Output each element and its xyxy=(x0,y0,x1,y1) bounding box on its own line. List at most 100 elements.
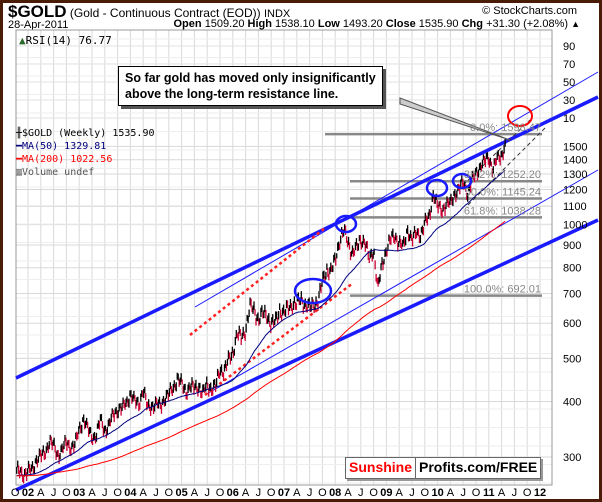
sunshine-profits-logo[interactable]: Sunshine Profits.com/FREE xyxy=(345,457,542,479)
chg-label: Chg xyxy=(461,18,483,30)
rsi-tick-label: 90 xyxy=(563,41,575,53)
rsi-label: RSI(14) 76.77 xyxy=(25,34,112,47)
legend-price: ╫$GOLD (Weekly) 1535.90 xyxy=(16,128,154,140)
x-tick-label: 02 xyxy=(22,487,34,499)
time-axis: O 02 A J O 03 A J O 04 A J O 05 A J O 06 A J O 07 A J O 08 A J O 09 A J… xyxy=(11,487,546,499)
y-tick-label: 700 xyxy=(563,288,581,300)
x-tick-label: O xyxy=(523,487,532,499)
legend-price-label: $GOLD (Weekly) 1535.90 xyxy=(22,128,155,139)
exchange: INDX xyxy=(263,8,291,20)
rsi-icon: ▲ xyxy=(19,34,26,47)
x-tick-label: A xyxy=(242,487,250,499)
y-tick-label: 1200 xyxy=(563,184,587,196)
plot-border xyxy=(15,29,553,486)
y-tick-label: 800 xyxy=(563,263,581,275)
y-tick-label: 1100 xyxy=(563,201,587,213)
x-tick-label: O xyxy=(165,487,174,499)
quote-date: 28-Apr-2011 xyxy=(8,19,69,31)
x-tick-label: 06 xyxy=(227,487,239,499)
lower-thin-trendline xyxy=(204,169,599,396)
x-tick-label: J xyxy=(256,487,262,499)
x-tick-label: A xyxy=(88,487,96,499)
x-tick-label: 03 xyxy=(73,487,85,499)
symbol: $GOLD xyxy=(8,2,67,21)
x-tick-label: O xyxy=(62,487,71,499)
x-tick-label: 04 xyxy=(124,487,137,499)
legend-volume: ▥Volume undef xyxy=(16,167,94,179)
y-tick-label: 1000 xyxy=(563,220,587,232)
blue-circle-2008-top xyxy=(334,214,358,234)
x-tick-label: 09 xyxy=(380,487,392,499)
callout-line-1: So far gold has moved only insignificant… xyxy=(125,71,376,85)
volume-icon: ▥ xyxy=(16,167,23,178)
x-tick-label: J xyxy=(358,487,364,499)
y-tick-label: 600 xyxy=(563,318,581,330)
y-tick-label: 300 xyxy=(563,452,581,464)
x-tick-label: 11 xyxy=(483,487,495,499)
copyright[interactable]: © StockCharts.com xyxy=(482,5,577,17)
line-swatch-icon: ━ xyxy=(16,141,23,152)
low-value: 1493.20 xyxy=(342,18,383,30)
price-axis: 300 400 500 600 700 800 900 1000 1100 1200 1300 140… xyxy=(563,141,587,464)
quote-summary: Open 1509.20 High 1538.10 Low 1493.20 Cl… xyxy=(174,18,581,30)
blue-circle-2010-top xyxy=(451,172,473,190)
logo-profits: Profits.com/FREE xyxy=(419,459,538,475)
annotation-callout: So far gold has moved only insignificant… xyxy=(118,66,383,106)
x-tick-label: 12 xyxy=(534,487,546,499)
x-tick-label: A xyxy=(191,487,199,499)
x-tick-label: A xyxy=(447,487,455,499)
x-tick-label: O xyxy=(369,487,378,499)
x-tick-label: O xyxy=(318,487,327,499)
red-circle-current xyxy=(507,105,533,127)
rsi-tick-label: 30 xyxy=(563,95,575,107)
legend-ma200: ━MA(200) 1022.56 xyxy=(16,154,112,166)
blue-circle-2009-top xyxy=(425,178,449,198)
x-tick-label: J xyxy=(512,487,518,499)
y-tick-label: 1300 xyxy=(563,169,587,181)
x-tick-label: A xyxy=(344,487,352,499)
ma50-line xyxy=(16,169,506,477)
price-bars xyxy=(16,138,506,484)
x-tick-label: 05 xyxy=(175,487,187,499)
y-tick-label: 1500 xyxy=(563,141,587,153)
x-tick-label: 07 xyxy=(278,487,290,499)
fib-level-label: 100.0%: 692.01 xyxy=(464,284,541,296)
x-tick-label: O xyxy=(113,487,122,499)
x-tick-label: J xyxy=(460,487,466,499)
legend-ma50: ━MA(50) 1329.81 xyxy=(16,141,106,153)
rsi-tick-label: 70 xyxy=(563,59,575,71)
line-swatch-icon: ━ xyxy=(16,154,23,165)
y-tick-label: 1400 xyxy=(563,155,587,167)
high-value: 1538.10 xyxy=(275,18,315,30)
legend-volume-label: Volume undef xyxy=(22,167,95,178)
long-term-resistance-line xyxy=(15,95,599,380)
x-tick-label: 08 xyxy=(329,487,341,499)
callout-pointer xyxy=(399,97,511,141)
rsi-tick-label: 10 xyxy=(563,113,575,125)
close-value: 1535.90 xyxy=(418,18,459,30)
x-tick-label: A xyxy=(498,487,506,499)
x-tick-label: J xyxy=(409,487,415,499)
x-tick-label: J xyxy=(102,487,108,499)
high-label: High xyxy=(247,18,272,30)
x-tick-label: A xyxy=(293,487,301,499)
close-label: Close xyxy=(385,18,416,30)
rsi-tick-label: 50 xyxy=(563,77,575,89)
ma200-line xyxy=(16,220,506,477)
fib-level-label: 0.0%: 1598.47 xyxy=(470,122,541,134)
x-tick-label: O xyxy=(421,487,430,499)
callout-line-2: above the long-term resistance line. xyxy=(125,87,339,101)
x-tick-label: J xyxy=(153,487,159,499)
x-tick-label: A xyxy=(140,487,148,499)
x-tick-label: O xyxy=(267,487,276,499)
x-tick-label: O xyxy=(216,487,225,499)
y-tick-label: 400 xyxy=(563,396,581,408)
open-value: 1509.20 xyxy=(204,18,245,30)
x-tick-label: A xyxy=(37,487,45,499)
y-tick-label: 900 xyxy=(563,240,581,252)
x-tick-label: A xyxy=(396,487,404,499)
fib-level-label: 38.2%: 1252.20 xyxy=(464,169,541,181)
fib-level-label: 61.8%: 1038.28 xyxy=(464,205,541,217)
blue-circle-2006-top xyxy=(293,277,333,305)
x-tick-label: J xyxy=(307,487,313,499)
